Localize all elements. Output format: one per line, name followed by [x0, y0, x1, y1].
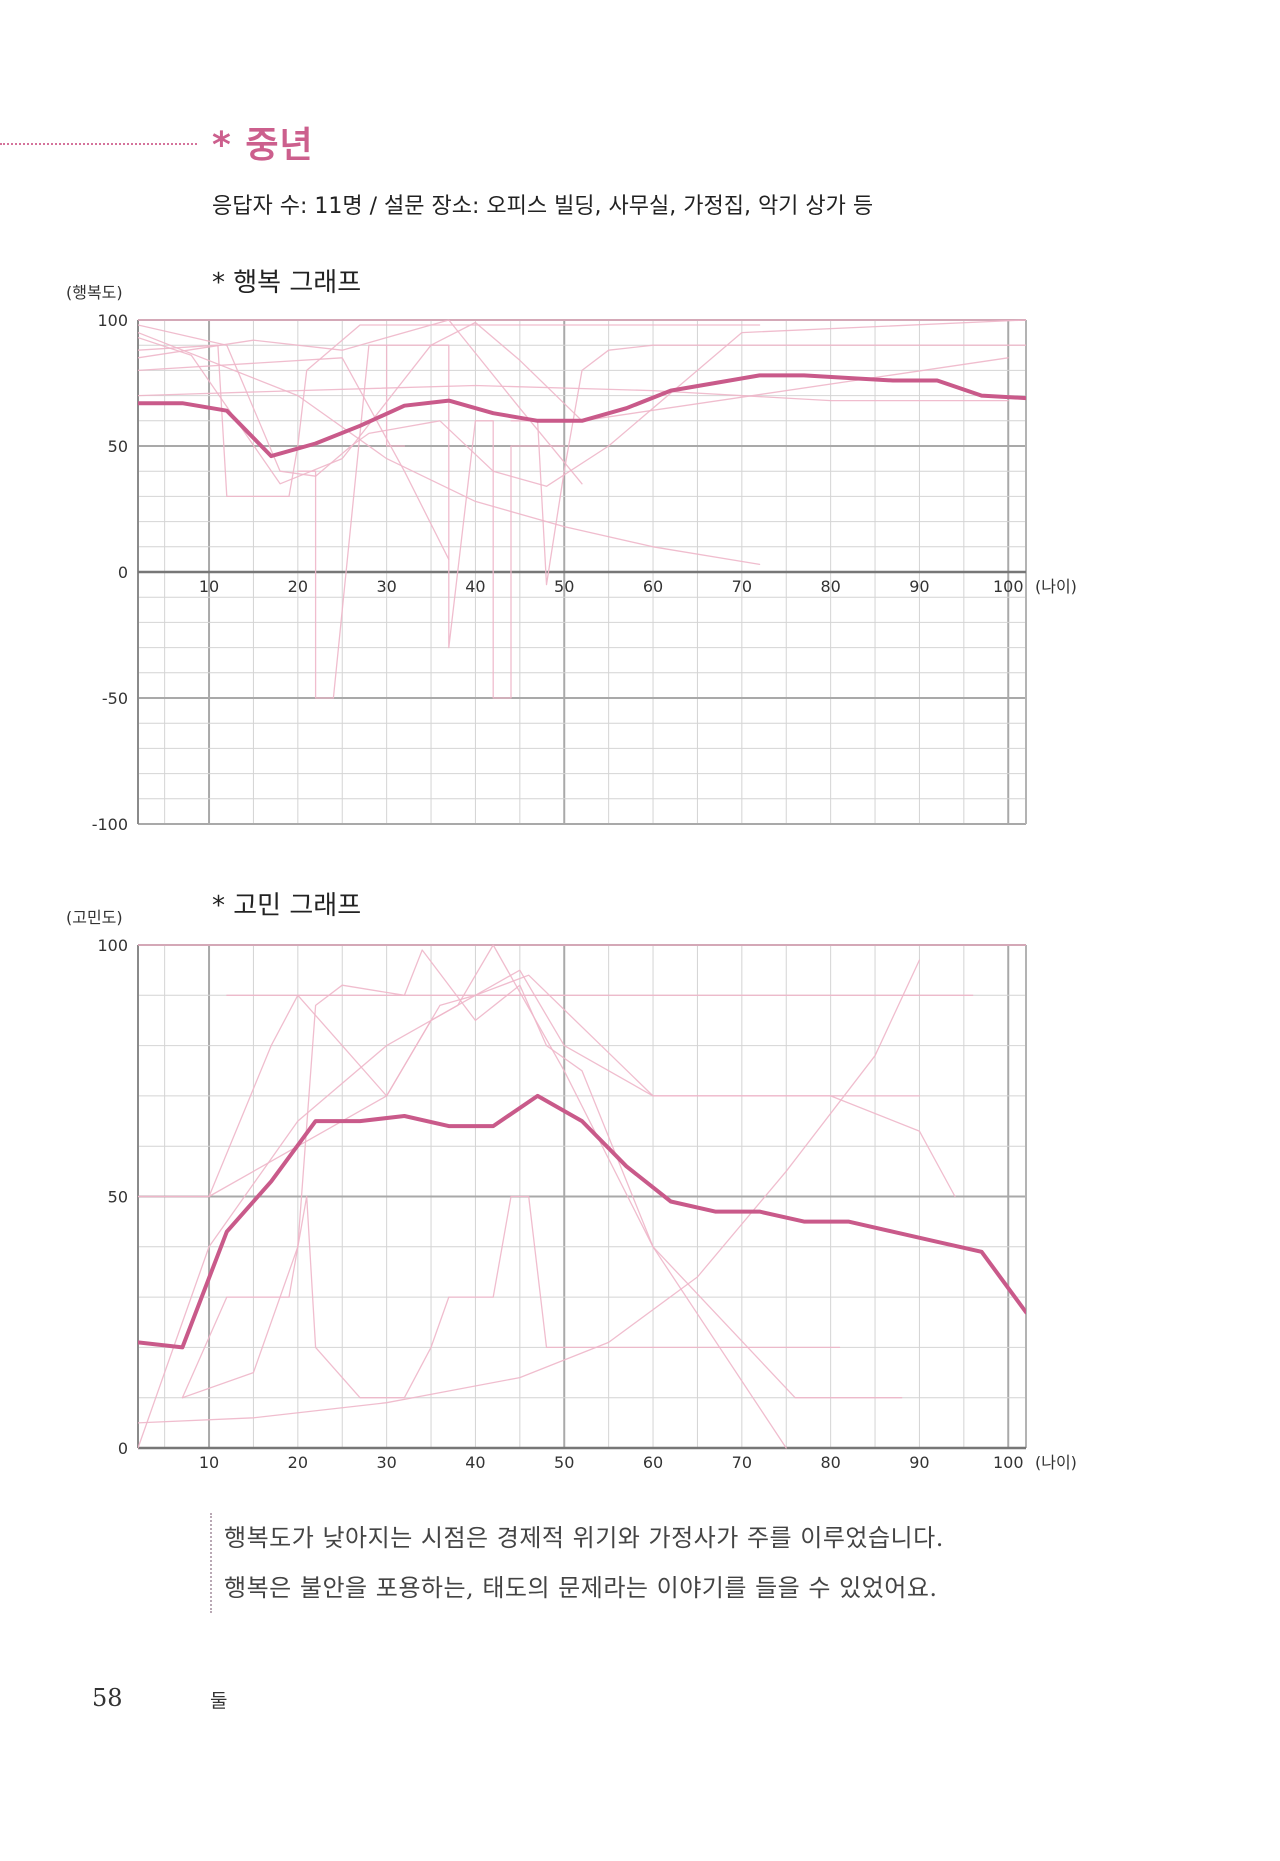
- respondent-line: [138, 357, 450, 561]
- respondent-line: [138, 384, 1009, 402]
- section-divider: [0, 143, 197, 145]
- x-tick-label: 10: [199, 577, 219, 596]
- y-tick-label: 100: [97, 936, 128, 955]
- running-head: 둘: [210, 1690, 228, 1712]
- respondent-line: [385, 344, 565, 699]
- series-group: [138, 944, 1026, 1449]
- survey-meta: 응답자 수: 11명 / 설문 장소: 오피스 빌딩, 사무실, 가정집, 악기…: [212, 194, 874, 219]
- y-tick-label: 50: [108, 437, 128, 456]
- x-tick-label: 20: [288, 1453, 308, 1472]
- x-tick-label: 40: [465, 577, 485, 596]
- x-tick-label: 60: [643, 577, 663, 596]
- x-tick-label: 10: [199, 1453, 219, 1472]
- respondent-line: [138, 974, 956, 1198]
- quote-block: 행복도가 낮아지는 시점은 경제적 위기와 가정사가 주를 이루었습니다. 행복…: [210, 1513, 944, 1613]
- x-tick-label: 60: [643, 1453, 663, 1472]
- happiness-chart-title: * 행복 그래프: [212, 268, 362, 298]
- quote-line-2: 행복은 불안을 포용하는, 태도의 문제라는 이야기를 들을 수 있었어요.: [224, 1574, 938, 1602]
- x-tick-label: 100: [993, 1453, 1024, 1472]
- x-tick-label: 30: [376, 577, 396, 596]
- y-tick-label: 0: [118, 1439, 128, 1458]
- respondent-line: [510, 344, 1026, 586]
- series-group: [138, 319, 1026, 699]
- y-tick-label: -100: [92, 815, 128, 834]
- worry-chart-title: * 고민 그래프: [212, 891, 362, 921]
- respondent-line: [181, 949, 787, 1449]
- respondent-line: [138, 324, 761, 498]
- y-tick-label: 100: [97, 311, 128, 330]
- x-axis-label: (나이): [1035, 577, 1077, 596]
- page-number: 58: [92, 1684, 123, 1712]
- x-tick-label: 40: [465, 1453, 485, 1472]
- average-line: [138, 373, 1026, 459]
- respondent-line: [181, 1195, 841, 1399]
- quote-line-1: 행복도가 낮아지는 시점은 경제적 위기와 가정사가 주를 이루었습니다.: [224, 1524, 944, 1552]
- x-tick-label: 70: [732, 1453, 752, 1472]
- x-tick-label: 20: [288, 577, 308, 596]
- x-tick-label: 30: [376, 1453, 396, 1472]
- x-tick-label: 100: [993, 577, 1024, 596]
- x-axis-label: (나이): [1035, 1453, 1077, 1472]
- respondent-line: [138, 319, 583, 485]
- y-tick-label: 50: [108, 1188, 128, 1207]
- x-tick-label: 70: [732, 577, 752, 596]
- y-tick-label: -50: [102, 689, 128, 708]
- x-tick-label: 90: [909, 1453, 929, 1472]
- y-axis-label: (고민도): [66, 908, 123, 927]
- section-title: * 중년: [212, 125, 314, 166]
- respondent-line: [138, 319, 1026, 487]
- y-axis-label: (행복도): [66, 283, 123, 302]
- x-tick-label: 50: [554, 577, 574, 596]
- respondent-line: [138, 959, 921, 1424]
- y-tick-label: 0: [118, 563, 128, 582]
- average-line: [138, 1093, 1026, 1350]
- x-tick-label: 90: [909, 577, 929, 596]
- x-tick-label: 50: [554, 1453, 574, 1472]
- happiness-chart: 10 20 30 40 50 60 70 80 90 100 (나이) 100 50 0 -50 -100 (행…: [66, 283, 1077, 834]
- respondent-line: [138, 944, 903, 1449]
- respondent-line: [138, 321, 1009, 485]
- respondent-line: [297, 344, 406, 699]
- respondent-line: [138, 331, 761, 566]
- x-tick-label: 80: [820, 1453, 840, 1472]
- worry-chart: 10 20 30 40 50 60 70 80 90 100 (나이) 100 50 0 (고민도): [66, 908, 1077, 1472]
- x-tick-label: 80: [820, 577, 840, 596]
